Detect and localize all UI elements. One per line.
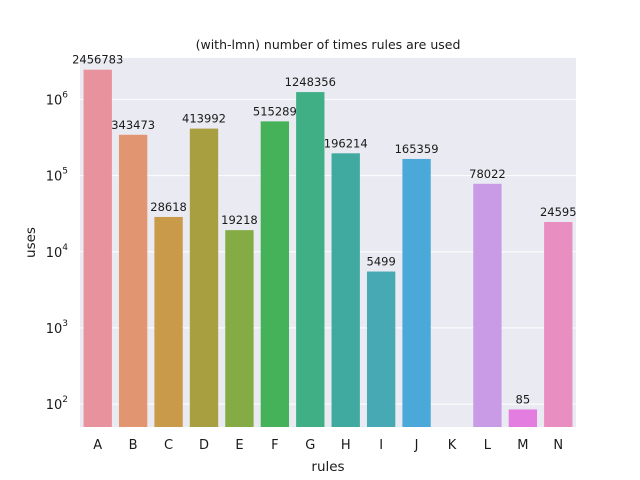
data-label-D: 413992 [182,112,226,126]
y-tick-exponent: 4 [62,243,68,253]
data-label-M: 85 [516,392,531,406]
bar-N [544,221,573,427]
y-tick-label: 103 [46,319,68,337]
bar-D [189,128,219,428]
y-tick-exponent: 3 [62,319,68,329]
bar-L [473,183,502,427]
x-tick-label-L: L [484,438,492,453]
x-tick-label-C: C [164,438,173,453]
bar-B [118,134,148,427]
data-label-L: 78022 [469,167,506,181]
data-label-B: 343473 [111,118,155,132]
data-labels: 2456783 343473 28618 413992 19218 515289 12483… [72,53,576,407]
x-tick-label-D: D [199,438,209,453]
x-tick-label-N: N [553,438,563,453]
x-tick-label-F: F [271,438,278,453]
bar-I [366,271,396,427]
y-tick-exponent: 5 [62,167,68,177]
data-label-G: 1248356 [285,75,336,89]
y-tick-label: 105 [46,167,68,185]
y-tick-label: 102 [46,395,68,413]
y-tick-exponent: 2 [62,395,68,405]
y-tick-base: 10 [46,93,63,108]
x-tick-label-G: G [305,438,315,453]
bars [83,69,573,428]
y-tick-label: 106 [46,90,69,108]
data-label-H: 196214 [324,136,368,150]
bar-A [83,69,112,427]
x-tick-label-A: A [93,438,102,453]
x-tick-label-H: H [341,438,351,453]
data-label-I: 5499 [367,255,396,269]
x-tick-label-B: B [129,438,138,453]
bar-C [154,216,183,427]
x-tick-labels: A B C D E F G H I J K L M N [93,438,563,453]
y-tick-base: 10 [46,246,63,261]
y-tick-label: 104 [46,243,69,261]
y-axis-label: uses [23,227,39,258]
bar-G [296,92,325,427]
data-label-J: 165359 [395,142,439,156]
bar-J [402,158,431,427]
x-tick-label-J: J [414,438,419,453]
y-tick-base: 10 [46,398,63,413]
y-tick-base: 10 [46,170,63,185]
bar-F [260,121,290,427]
bar-H [331,153,360,428]
x-tick-label-M: M [517,438,528,453]
data-label-A: 2456783 [72,53,123,67]
data-label-C: 28618 [150,200,187,214]
data-label-N: 24595 [540,205,577,219]
bar-M [508,409,538,427]
data-label-E: 19218 [221,213,258,227]
y-tick-base: 10 [46,322,63,337]
x-tick-label-E: E [235,438,243,453]
data-label-F: 515289 [253,104,297,118]
bar-E [225,230,254,427]
y-tick-exponent: 6 [62,90,68,100]
x-axis-label: rules [311,459,344,475]
x-tick-label-I: I [379,438,383,453]
x-tick-label-K: K [448,438,457,453]
chart-title: (with-lmn) number of times rules are use… [196,37,461,52]
